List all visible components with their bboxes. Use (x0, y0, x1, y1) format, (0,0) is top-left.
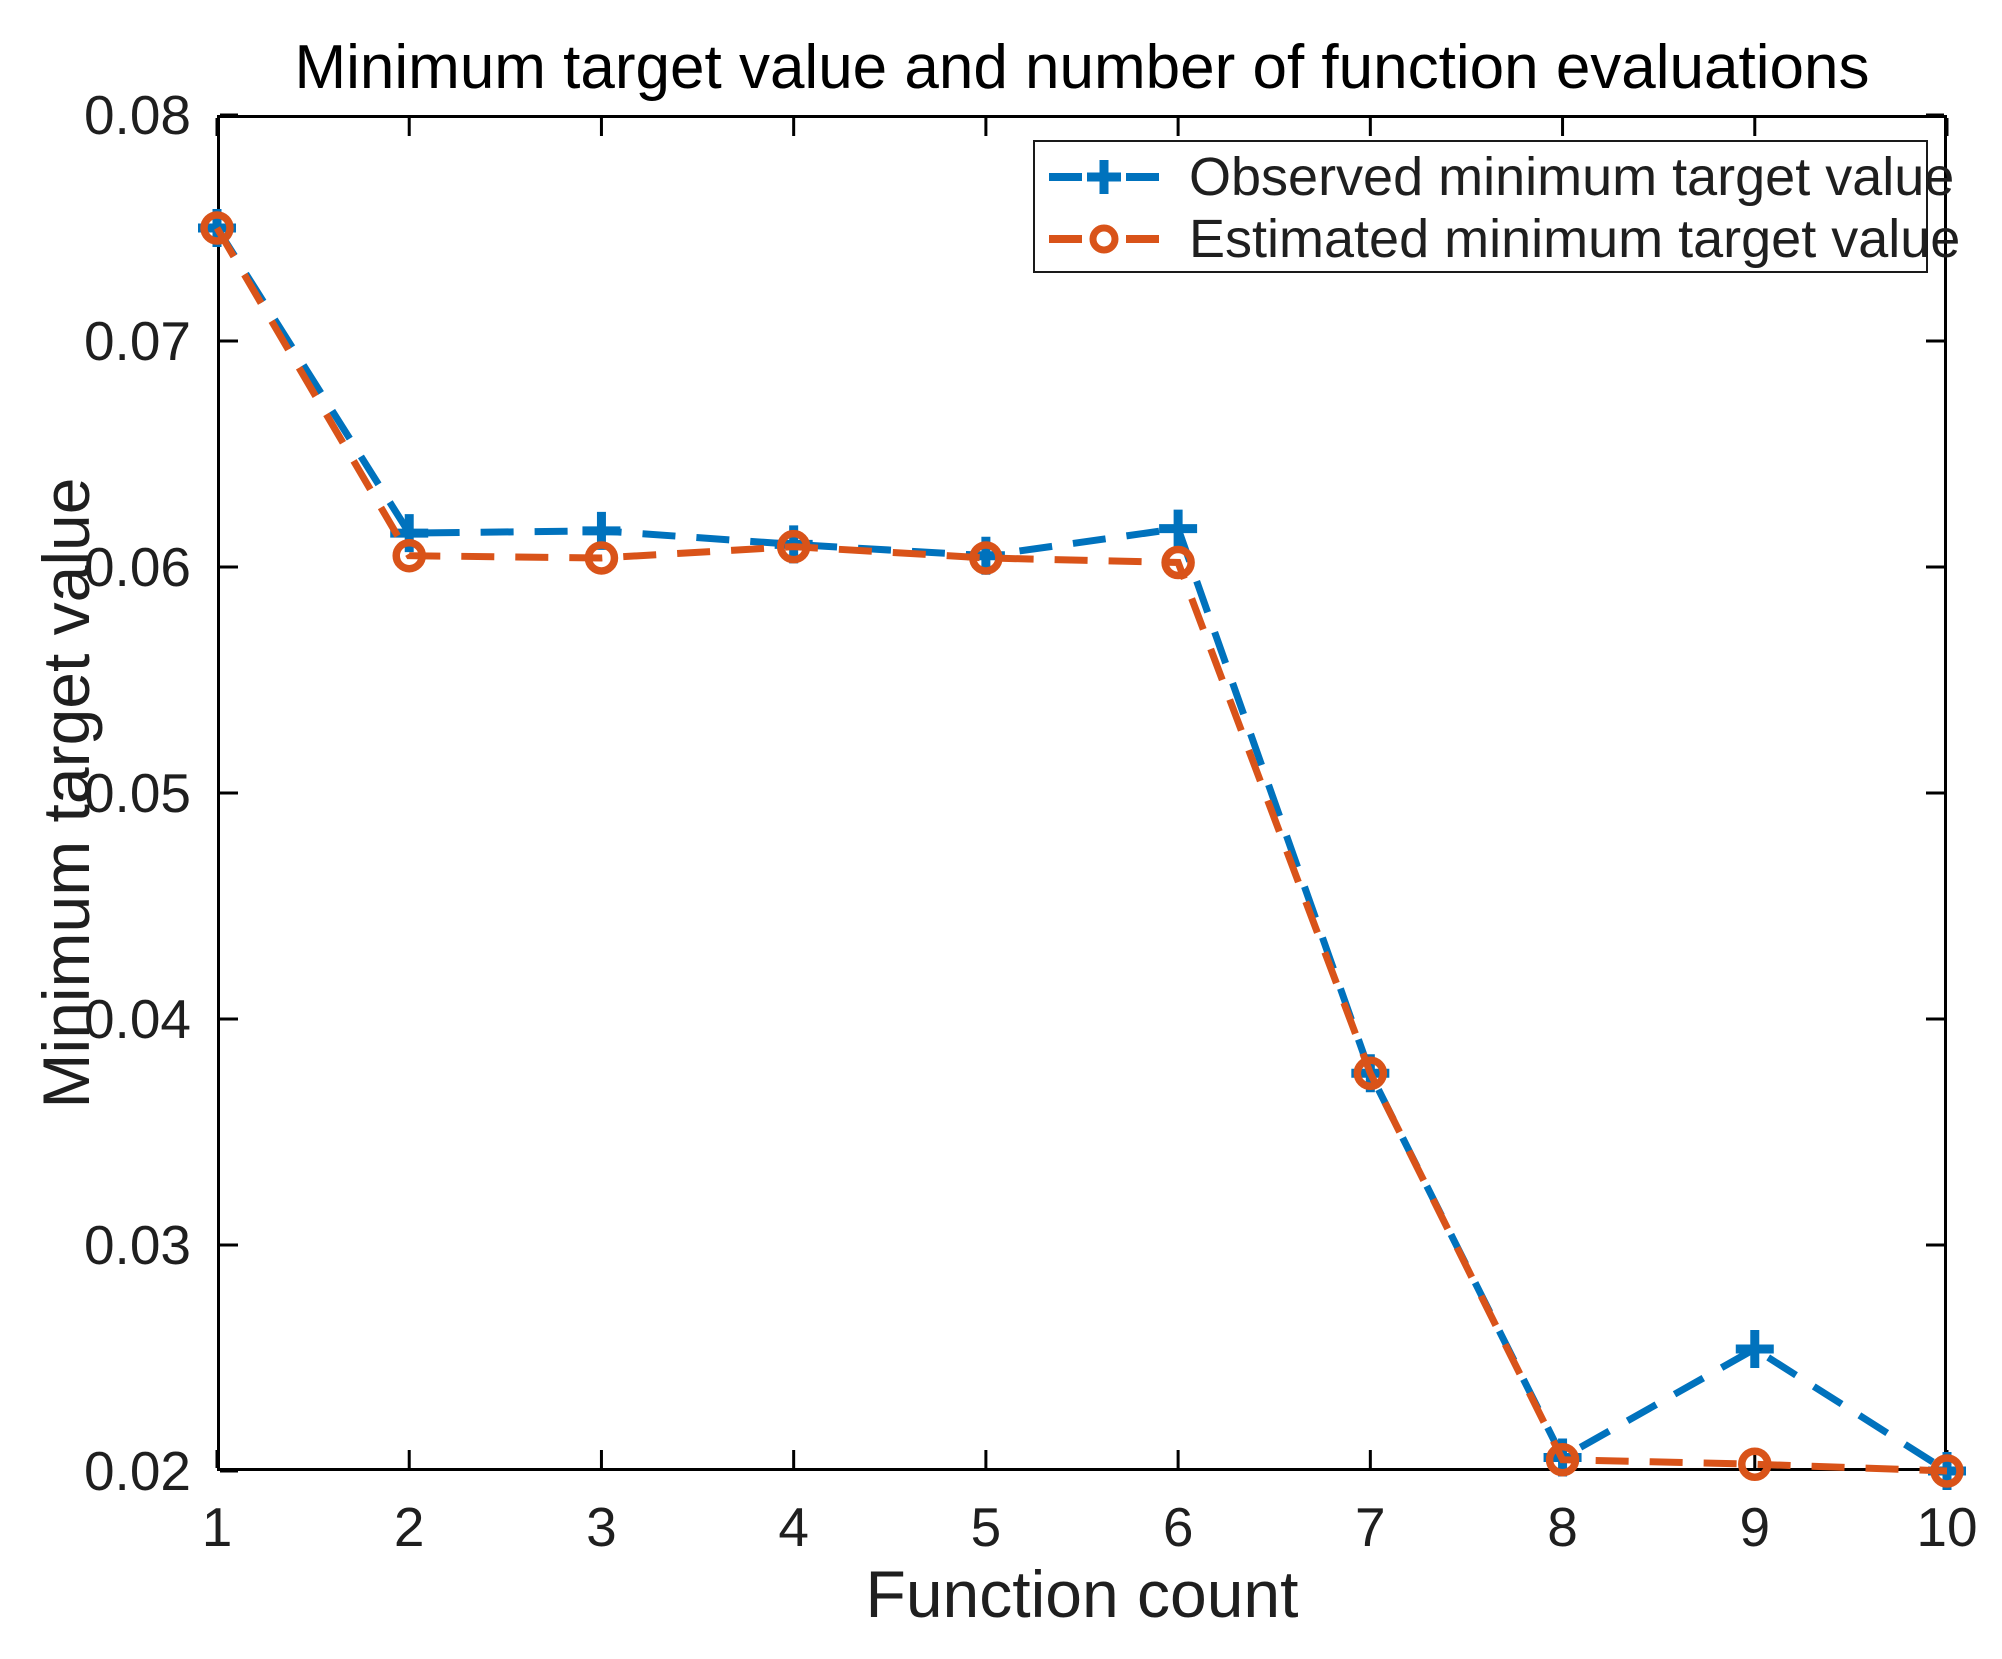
y-tick-label: 0.02 (84, 1440, 191, 1502)
x-tick-label: 5 (971, 1496, 1002, 1558)
circle-marker-icon (392, 538, 426, 573)
y-tick-label: 0.08 (84, 84, 191, 146)
y-tick-label: 0.05 (84, 762, 191, 824)
chart-title: Minimum target value and number of funct… (294, 33, 1870, 102)
circle-marker-icon (1089, 224, 1119, 254)
legend-label-estimated: Estimated minimum target value (1189, 209, 1961, 269)
circle-marker-icon (776, 529, 811, 564)
chart-canvas: 1 2 3 4 5 6 7 8 9 10 0.02 0.03 0.04 0.05 0.06 0.07 0.08 (84, 84, 1978, 1558)
circle-marker-icon (1545, 1442, 1580, 1477)
y-tick-label: 0.03 (84, 1214, 191, 1276)
series-line-0 (214, 226, 1949, 1474)
circle-marker-icon (1930, 1454, 1964, 1488)
x-tick-label: 10 (1916, 1496, 1977, 1558)
x-tick-label: 4 (778, 1496, 809, 1558)
circle-marker-icon (200, 211, 234, 245)
y-tick-label: 0.04 (84, 988, 191, 1050)
x-tick-label: 6 (1163, 1496, 1194, 1558)
observed-dashed-plus-line-icon (1049, 160, 1159, 194)
legend-item-observed: Observed minimum target value (1049, 146, 1954, 208)
circle-marker-icon (1353, 1056, 1388, 1090)
estimated-dashed-circle-line-icon (1049, 224, 1159, 254)
series-line-1 (213, 226, 1948, 1475)
y-tick-label: 0.06 (84, 536, 191, 598)
circle-marker-icon (1738, 1447, 1772, 1481)
x-axis-label: Function count (865, 1557, 1299, 1631)
circle-marker-icon (1161, 545, 1195, 580)
axes-box (217, 115, 1947, 1471)
x-tick-label: 1 (202, 1496, 233, 1558)
y-tick-label: 0.07 (84, 310, 191, 372)
x-tick-label: 7 (1355, 1496, 1386, 1558)
circle-marker-icon (969, 541, 1003, 575)
circle-marker-icon (584, 541, 619, 575)
legend: Observed minimum target value Estimated … (1033, 140, 1960, 273)
plot-area: 1 2 3 4 5 6 7 8 9 10 0.02 0.03 0.04 0.05 0.06 0.07 0.08 (84, 84, 1978, 1558)
legend-item-estimated: Estimated minimum target value (1049, 208, 1960, 270)
x-tick-label: 2 (394, 1496, 425, 1558)
x-tick-label: 8 (1547, 1496, 1578, 1558)
x-tick-label: 9 (1739, 1496, 1770, 1558)
legend-label-observed: Observed minimum target value (1189, 147, 1955, 207)
x-tick-label: 3 (586, 1496, 617, 1558)
